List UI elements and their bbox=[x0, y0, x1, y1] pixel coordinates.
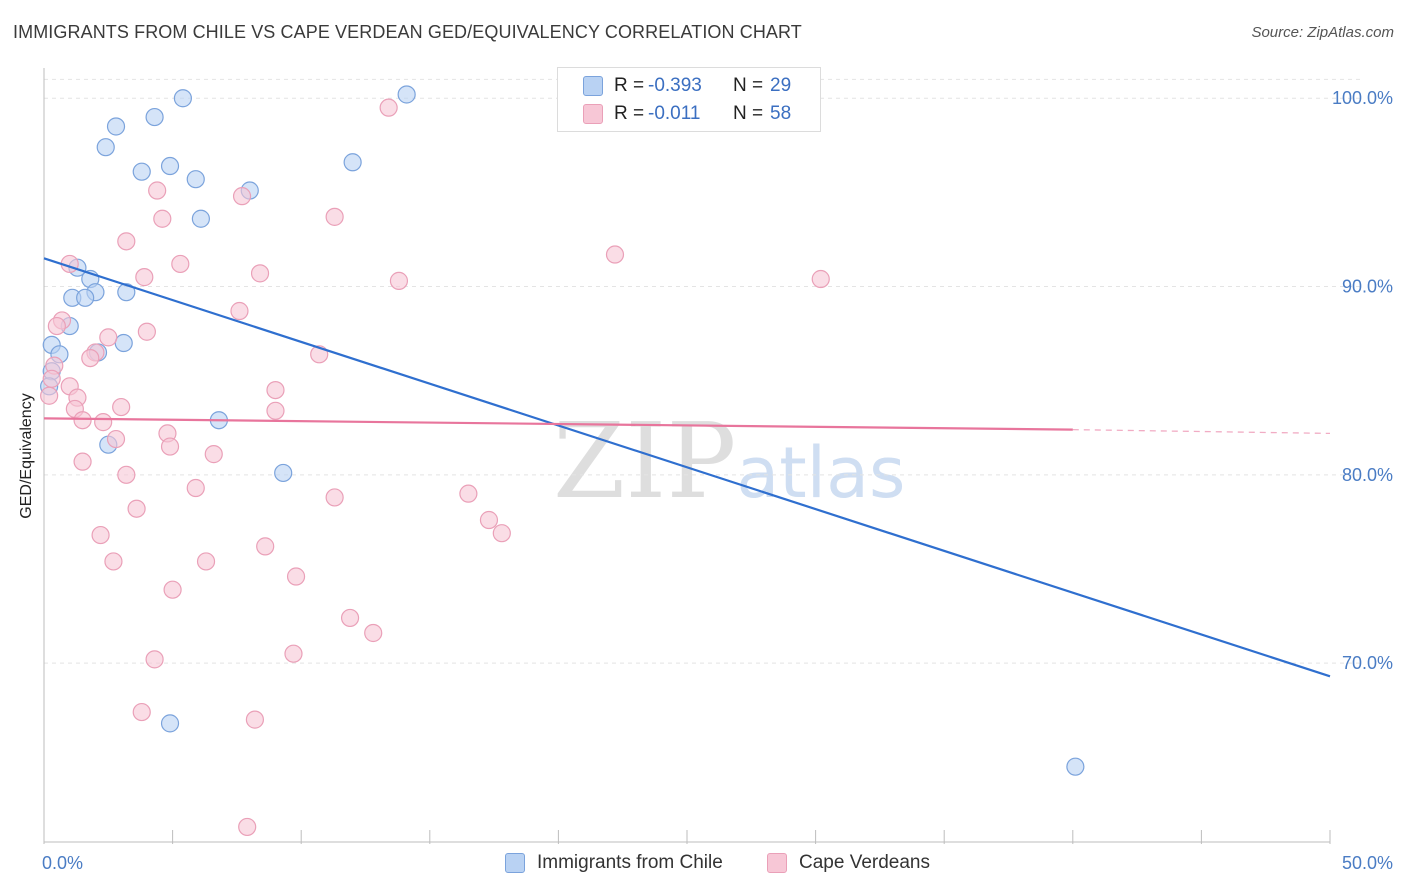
point-capeverde bbox=[171, 254, 190, 274]
point-chile bbox=[274, 463, 293, 483]
point-chile bbox=[160, 156, 180, 176]
point-capeverde bbox=[117, 232, 136, 251]
point-capeverde bbox=[117, 465, 136, 484]
point-capeverde bbox=[94, 413, 113, 432]
point-capeverde bbox=[106, 429, 126, 449]
point-capeverde bbox=[153, 209, 172, 228]
point-capeverde bbox=[230, 301, 249, 321]
point-chile bbox=[76, 288, 95, 307]
legend-r-label: R = bbox=[614, 75, 645, 96]
stats-legend: R = -0.393 N = 29 R = -0.011 N = 58 bbox=[557, 67, 821, 132]
legend-n-label: N = bbox=[733, 75, 764, 96]
trend-line-capeverde bbox=[43, 417, 1073, 431]
point-chile bbox=[343, 153, 362, 172]
point-capeverde bbox=[132, 702, 151, 722]
point-capeverde bbox=[99, 328, 118, 347]
point-capeverde bbox=[104, 552, 123, 571]
point-capeverde bbox=[196, 552, 216, 571]
point-chile bbox=[114, 333, 133, 353]
point-chile bbox=[96, 138, 115, 157]
point-capeverde bbox=[379, 98, 398, 117]
point-chile bbox=[1066, 757, 1085, 776]
point-capeverde bbox=[204, 445, 223, 464]
chart-title: IMMIGRANTS FROM CHILE VS CAPE VERDEAN GE… bbox=[13, 22, 802, 42]
point-capeverde bbox=[127, 499, 146, 518]
bottom-legend-label-chile: Immigrants from Chile bbox=[537, 852, 723, 873]
bottom-legend-swatch-chile bbox=[505, 853, 525, 873]
point-capeverde bbox=[266, 401, 285, 420]
point-capeverde bbox=[135, 268, 154, 287]
point-capeverde bbox=[40, 386, 59, 405]
y-axis-label: GED/Equivalency bbox=[18, 393, 35, 518]
point-capeverde bbox=[325, 488, 344, 507]
point-capeverde bbox=[266, 380, 285, 400]
point-capeverde bbox=[256, 537, 275, 556]
y-tick-label: 70.0% bbox=[1342, 653, 1393, 673]
legend-r-value: -0.011 bbox=[648, 103, 701, 124]
point-capeverde bbox=[492, 524, 511, 543]
point-capeverde bbox=[238, 817, 257, 837]
point-capeverde bbox=[186, 478, 205, 498]
point-capeverde bbox=[160, 437, 180, 456]
point-chile bbox=[191, 209, 210, 228]
point-chile bbox=[160, 714, 180, 733]
point-capeverde bbox=[112, 397, 131, 417]
legend-n-label: N = bbox=[733, 103, 764, 124]
point-capeverde bbox=[284, 644, 303, 663]
point-capeverde bbox=[459, 484, 478, 503]
point-chile bbox=[117, 283, 136, 302]
y-tick-label: 100.0% bbox=[1332, 88, 1393, 108]
legend-swatch-chile bbox=[583, 76, 603, 96]
legend-swatch-capeverde bbox=[583, 104, 603, 124]
trend-line-extension-capeverde bbox=[1072, 428, 1331, 435]
point-chile bbox=[186, 170, 205, 189]
legend-n-value: 58 bbox=[770, 103, 792, 124]
point-capeverde bbox=[137, 322, 156, 341]
bottom-legend-label-capeverde: Cape Verdeans bbox=[799, 852, 930, 873]
point-chile bbox=[173, 89, 192, 108]
x-tick-label: 50.0% bbox=[1342, 853, 1393, 873]
watermark: ZIPatlas bbox=[553, 400, 905, 522]
point-capeverde bbox=[73, 411, 92, 430]
point-capeverde bbox=[232, 187, 252, 206]
point-capeverde bbox=[340, 608, 360, 628]
point-chile bbox=[132, 162, 151, 181]
trend-line-chile bbox=[43, 257, 1331, 678]
point-capeverde bbox=[479, 510, 499, 530]
bottom-legend-swatch-capeverde bbox=[767, 853, 787, 873]
watermark-atlas: atlas bbox=[736, 432, 906, 514]
point-capeverde bbox=[245, 710, 265, 729]
point-capeverde bbox=[605, 245, 625, 264]
y-tick-label: 80.0% bbox=[1342, 465, 1393, 485]
point-capeverde bbox=[364, 623, 383, 643]
point-capeverde bbox=[811, 269, 830, 289]
point-chile bbox=[397, 85, 416, 104]
x-tick-label: 0.0% bbox=[42, 853, 83, 873]
source-label: Source: ZipAtlas.com bbox=[1251, 24, 1394, 41]
point-chile bbox=[106, 117, 126, 136]
point-capeverde bbox=[250, 264, 270, 283]
point-capeverde bbox=[91, 525, 110, 545]
point-capeverde bbox=[163, 580, 182, 599]
point-capeverde bbox=[73, 452, 92, 471]
point-capeverde bbox=[81, 348, 100, 368]
point-capeverde bbox=[286, 567, 306, 586]
y-tick-label: 90.0% bbox=[1342, 277, 1393, 297]
point-capeverde bbox=[42, 369, 61, 388]
watermark-zip: ZIP bbox=[553, 400, 737, 522]
point-chile bbox=[145, 107, 164, 127]
point-capeverde bbox=[145, 650, 164, 669]
legend-n-value: 29 bbox=[770, 75, 792, 96]
point-capeverde bbox=[47, 316, 66, 336]
legend-r-value: -0.393 bbox=[648, 75, 702, 96]
point-capeverde bbox=[148, 181, 167, 200]
point-capeverde bbox=[325, 207, 344, 226]
point-capeverde bbox=[389, 271, 409, 290]
legend-r-label: R = bbox=[614, 103, 645, 124]
